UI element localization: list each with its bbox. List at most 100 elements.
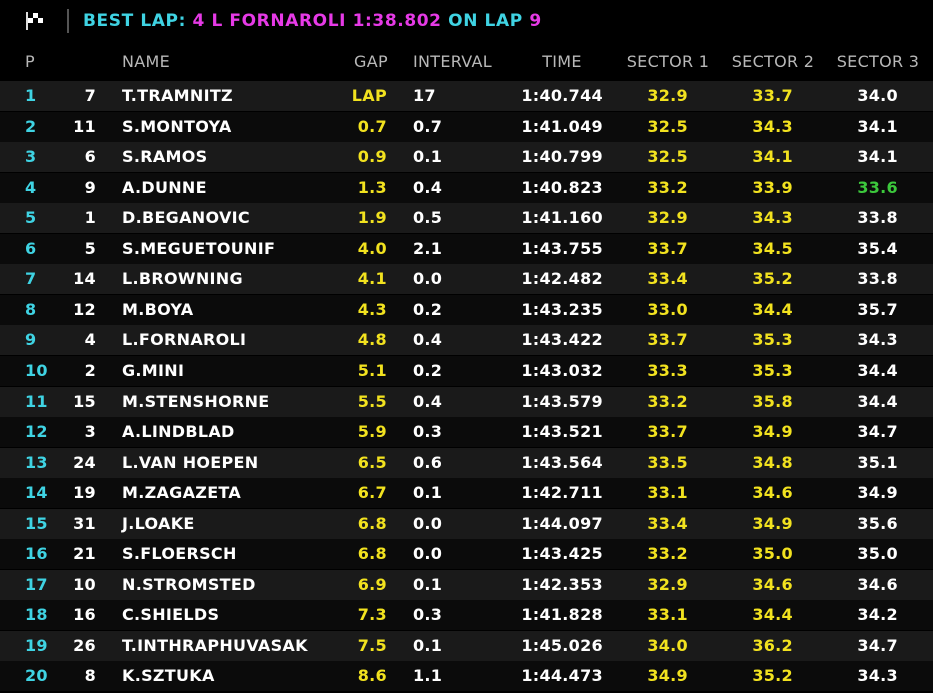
lap-time: 1:40.744 bbox=[521, 86, 603, 105]
car-number: 14 bbox=[73, 269, 96, 289]
gap: 6.8 bbox=[357, 544, 387, 564]
driver-name: T.INTHRAPHUVASAK bbox=[122, 635, 308, 655]
sector-1: 32.9 bbox=[647, 208, 688, 228]
interval: 0.1 bbox=[413, 483, 443, 503]
car-number: 1 bbox=[84, 208, 96, 228]
sector-1: 33.2 bbox=[647, 177, 688, 197]
gap: 4.3 bbox=[357, 299, 387, 319]
position: 10 bbox=[25, 360, 48, 380]
gap: 4.0 bbox=[357, 238, 387, 258]
table-row: 4 9 A.DUNNE 1.3 0.4 1:40.823 33.2 33.9 33.6 bbox=[0, 172, 933, 203]
sector-3: 33.8 bbox=[857, 269, 898, 289]
gap: 1.3 bbox=[357, 177, 387, 197]
lap-time: 1:44.473 bbox=[521, 666, 603, 686]
position: 12 bbox=[25, 422, 48, 442]
column-header: INTERVAL bbox=[413, 52, 492, 71]
table-row: 13 24 L.VAN HOEPEN 6.5 0.6 1:43.564 33.5 34.8 35… bbox=[0, 447, 933, 478]
sector-1: 34.9 bbox=[647, 666, 688, 686]
car-number: 3 bbox=[84, 422, 96, 442]
table-row: 7 14 L.BROWNING 4.1 0.0 1:42.482 33.4 35.2 33.8 bbox=[0, 264, 933, 295]
driver-name: S.FLOERSCH bbox=[122, 544, 237, 564]
gap: 7.5 bbox=[357, 635, 387, 655]
driver-name: T.TRAMNITZ bbox=[122, 86, 233, 105]
interval: 0.2 bbox=[413, 299, 443, 319]
lap-time: 1:41.049 bbox=[521, 116, 603, 136]
sector-1: 33.1 bbox=[647, 605, 688, 625]
column-header: TIME bbox=[542, 52, 582, 71]
car-number: 19 bbox=[73, 483, 96, 503]
separator bbox=[67, 9, 69, 33]
car-number: 10 bbox=[73, 574, 96, 594]
lap-time: 1:45.026 bbox=[521, 635, 603, 655]
lap-time: 1:40.823 bbox=[521, 177, 603, 197]
driver-name: S.RAMOS bbox=[122, 147, 208, 167]
sector-3: 35.7 bbox=[857, 299, 898, 319]
position: 1 bbox=[25, 86, 37, 105]
interval: 0.7 bbox=[413, 116, 443, 136]
lap-time: 1:43.564 bbox=[521, 452, 603, 472]
sector-2: 34.6 bbox=[752, 483, 793, 503]
interval: 0.3 bbox=[413, 605, 443, 625]
lap-time: 1:41.828 bbox=[521, 605, 603, 625]
sector-3: 34.0 bbox=[857, 86, 898, 105]
gap: 1.9 bbox=[357, 208, 387, 228]
position: 3 bbox=[25, 147, 37, 167]
sector-2: 34.9 bbox=[752, 422, 793, 442]
sector-2: 33.9 bbox=[752, 177, 793, 197]
sector-3: 34.2 bbox=[857, 605, 898, 625]
driver-name: K.SZTUKA bbox=[122, 666, 215, 686]
driver-name: M.ZAGAZETA bbox=[122, 483, 242, 503]
table-row: 16 21 S.FLOERSCH 6.8 0.0 1:43.425 33.2 35.0 35.0 bbox=[0, 539, 933, 570]
car-number: 7 bbox=[84, 86, 96, 105]
driver-name: J.LOAKE bbox=[122, 513, 195, 533]
best-lap-label: BEST LAP: bbox=[83, 11, 186, 31]
sector-3: 35.0 bbox=[857, 544, 898, 564]
gap: 7.3 bbox=[357, 605, 387, 625]
car-number: 31 bbox=[73, 513, 96, 533]
gap: 6.8 bbox=[357, 513, 387, 533]
sector-1: 32.9 bbox=[647, 574, 688, 594]
table-row: 8 12 M.BOYA 4.3 0.2 1:43.235 33.0 34.4 35.7 bbox=[0, 294, 933, 325]
lap-time: 1:43.755 bbox=[521, 238, 603, 258]
interval: 17 bbox=[413, 86, 436, 105]
sector-2: 35.3 bbox=[752, 330, 793, 350]
car-number: 26 bbox=[73, 635, 96, 655]
interval: 0.4 bbox=[413, 177, 443, 197]
sector-2: 34.6 bbox=[752, 574, 793, 594]
driver-name: L.BROWNING bbox=[122, 269, 243, 289]
car-number: 8 bbox=[84, 666, 96, 686]
table-row: 12 3 A.LINDBLAD 5.9 0.3 1:43.521 33.7 34.9 34.7 bbox=[0, 417, 933, 448]
best-lap-driver: 4 L FORNAROLI 1:38.802 bbox=[192, 11, 442, 31]
table-row: 3 6 S.RAMOS 0.9 0.1 1:40.799 32.5 34.1 34.1 bbox=[0, 142, 933, 173]
sector-2: 36.2 bbox=[752, 635, 793, 655]
position: 14 bbox=[25, 483, 48, 503]
driver-name: G.MINI bbox=[122, 360, 185, 380]
lap-number: 9 bbox=[529, 11, 542, 31]
column-header: NAME bbox=[122, 52, 171, 71]
sector-3: 35.4 bbox=[857, 238, 898, 258]
gap: 5.1 bbox=[357, 360, 387, 380]
sector-1: 32.5 bbox=[647, 147, 688, 167]
lap-time: 1:43.032 bbox=[521, 360, 603, 380]
table-row: 6 5 S.MEGUETOUNIF 4.0 2.1 1:43.755 33.7 34.5 35.… bbox=[0, 233, 933, 264]
sector-2: 35.2 bbox=[752, 269, 793, 289]
position: 17 bbox=[25, 574, 48, 594]
gap: LAP bbox=[351, 86, 387, 105]
car-number: 16 bbox=[73, 605, 96, 625]
sector-2: 34.4 bbox=[752, 605, 793, 625]
driver-name: S.MONTOYA bbox=[122, 116, 232, 136]
gap: 6.5 bbox=[357, 452, 387, 472]
car-number: 5 bbox=[84, 238, 96, 258]
table-row: 14 19 M.ZAGAZETA 6.7 0.1 1:42.711 33.1 34.6 34.9 bbox=[0, 478, 933, 509]
interval: 0.1 bbox=[413, 635, 443, 655]
on-lap-label: ON LAP bbox=[448, 11, 523, 31]
flag-icon bbox=[26, 12, 43, 30]
interval: 1.1 bbox=[413, 666, 443, 686]
gap: 4.8 bbox=[357, 330, 387, 350]
sector-1: 33.4 bbox=[647, 269, 688, 289]
lap-time: 1:43.521 bbox=[521, 422, 603, 442]
sector-3: 34.4 bbox=[857, 360, 898, 380]
car-number: 24 bbox=[73, 452, 96, 472]
sector-2: 34.3 bbox=[752, 208, 793, 228]
